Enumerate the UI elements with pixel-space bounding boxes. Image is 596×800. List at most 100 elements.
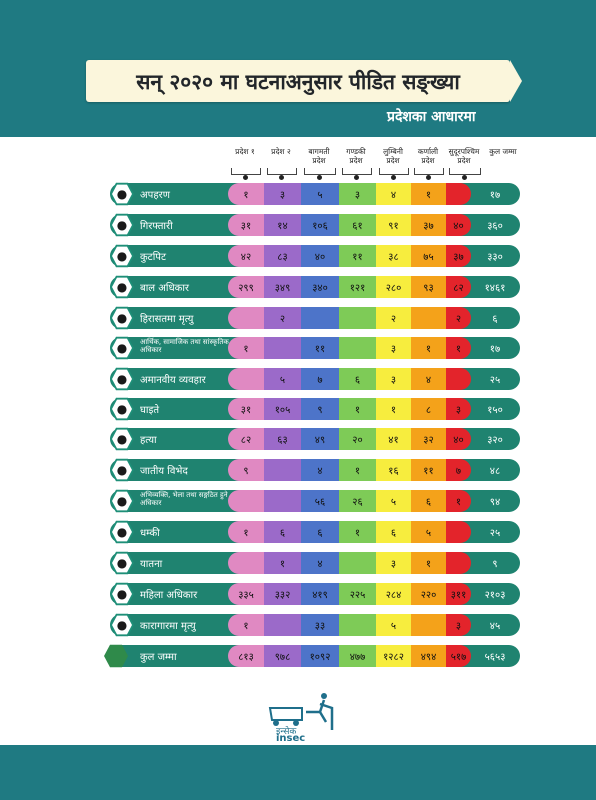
value-cell: ३७	[446, 245, 471, 267]
value-cell: १	[228, 183, 264, 205]
row-label: यातना	[140, 559, 163, 570]
column-header: गण्डकी प्रदेश	[346, 147, 366, 165]
value-cell	[264, 614, 301, 636]
row-label: अभिव्यक्ति, भेला तथा सङ्गठित हुने अधिकार	[140, 491, 228, 507]
row-total: १७	[489, 344, 501, 355]
value-cell: ४२	[228, 245, 264, 267]
value-cell	[339, 552, 376, 574]
value-cell: ४	[376, 183, 411, 205]
column-dot	[243, 175, 248, 180]
value-cell: १	[446, 490, 471, 512]
row-label: महिला अधिकार	[140, 590, 198, 601]
value-cell: ३	[446, 398, 471, 420]
value-cell: ९	[301, 398, 339, 420]
row-total: ३२०	[487, 435, 503, 446]
threat-icon: ●	[110, 520, 134, 544]
value-cell: ३	[446, 614, 471, 636]
column-bracket	[342, 168, 372, 175]
value-cell: ४०	[446, 428, 471, 450]
title-banner: सन् २०२० मा घटनाअनुसार पीडित सङ्ख्या	[86, 60, 522, 102]
column-dot	[391, 175, 396, 180]
value-cell: ८	[411, 398, 446, 420]
column-dot	[462, 175, 467, 180]
value-cell: १०६	[301, 214, 339, 236]
expression-rights-icon: ●	[110, 489, 134, 513]
value-cell: ९७८	[264, 645, 301, 667]
value-cell: १	[339, 459, 376, 481]
row-label: हिरासतमा मृत्यु	[140, 314, 194, 325]
page-subtitle: प्रदेशका आधारमा	[387, 109, 476, 125]
value-cell: १	[411, 183, 446, 205]
row-total: ९	[492, 559, 498, 570]
beating-icon: ●	[110, 244, 134, 268]
value-cell: ४१	[376, 428, 411, 450]
row-label: आर्थिक, सामाजिक तथा सांस्कृतिक अधिकार	[140, 338, 229, 354]
esc-rights-icon: ●	[110, 336, 134, 360]
column-header: कुल जम्मा	[489, 147, 517, 156]
logo-latin: insec	[276, 733, 305, 742]
value-cell: २	[264, 307, 301, 329]
value-cell	[411, 307, 446, 329]
value-cell: २२०	[411, 583, 446, 605]
value-cell: १	[411, 337, 446, 359]
column-dot	[317, 175, 322, 180]
value-cell: २	[376, 307, 411, 329]
value-cell: १	[376, 398, 411, 420]
row-label: कुटपिट	[140, 252, 167, 263]
row-total: १७	[489, 190, 501, 201]
value-cell: ९	[228, 459, 264, 481]
torture-icon: ●	[110, 551, 134, 575]
value-cell	[339, 614, 376, 636]
column-dot	[426, 175, 431, 180]
value-cell: ७	[301, 368, 339, 390]
value-cell: १४	[264, 214, 301, 236]
arrest-icon: ●	[110, 213, 134, 237]
total-hex	[104, 644, 128, 668]
value-cell: २	[446, 307, 471, 329]
value-cell: ८२	[228, 428, 264, 450]
value-cell: ३३२	[264, 583, 301, 605]
value-cell: ६	[264, 521, 301, 543]
value-cell	[228, 307, 264, 329]
value-cell: ३१	[228, 214, 264, 236]
value-cell: ५१७	[446, 645, 471, 667]
value-cell: ३	[376, 368, 411, 390]
value-cell: २२५	[339, 583, 376, 605]
value-cell: २०	[339, 428, 376, 450]
value-cell: ६३	[264, 428, 301, 450]
row-total: २५	[489, 528, 501, 539]
value-cell: १२१	[339, 276, 376, 298]
value-cell: ११	[301, 337, 339, 359]
value-cell: ९१	[376, 214, 411, 236]
value-cell: ६	[376, 521, 411, 543]
value-cell: ४०	[446, 214, 471, 236]
column-header: कर्णाली प्रदेश	[417, 147, 439, 165]
prison-death-icon: ●	[110, 613, 134, 637]
column-bracket	[414, 168, 444, 175]
value-cell: ११	[339, 245, 376, 267]
logo-text: इन्सेक	[276, 725, 297, 737]
row-total: ९४	[489, 497, 501, 508]
row-label: जातीय विभेद	[140, 466, 188, 477]
row-total: २१०३	[484, 590, 506, 601]
value-cell: ७५	[411, 245, 446, 267]
value-cell: ४९	[301, 428, 339, 450]
value-cell: ८३	[264, 245, 301, 267]
value-cell: ४१९	[301, 583, 339, 605]
row-total: २५	[489, 375, 501, 386]
value-cell	[446, 552, 471, 574]
value-cell: १०९२	[301, 645, 339, 667]
row-label: गिरफ्तारी	[140, 221, 173, 232]
row-label: अपहरण	[140, 190, 170, 201]
value-cell: ९३	[411, 276, 446, 298]
value-cell: २६	[339, 490, 376, 512]
column-header: बागमती प्रदेश	[308, 147, 330, 165]
value-cell: ६१	[339, 214, 376, 236]
value-cell: ५	[301, 183, 339, 205]
women-rights-icon: ●	[110, 582, 134, 606]
column-bracket	[304, 168, 336, 175]
row-label: कुल जम्मा	[140, 652, 177, 663]
value-cell: १६	[376, 459, 411, 481]
column-header: प्रदेश २	[271, 147, 291, 156]
row-label: बाल अधिकार	[140, 283, 189, 294]
